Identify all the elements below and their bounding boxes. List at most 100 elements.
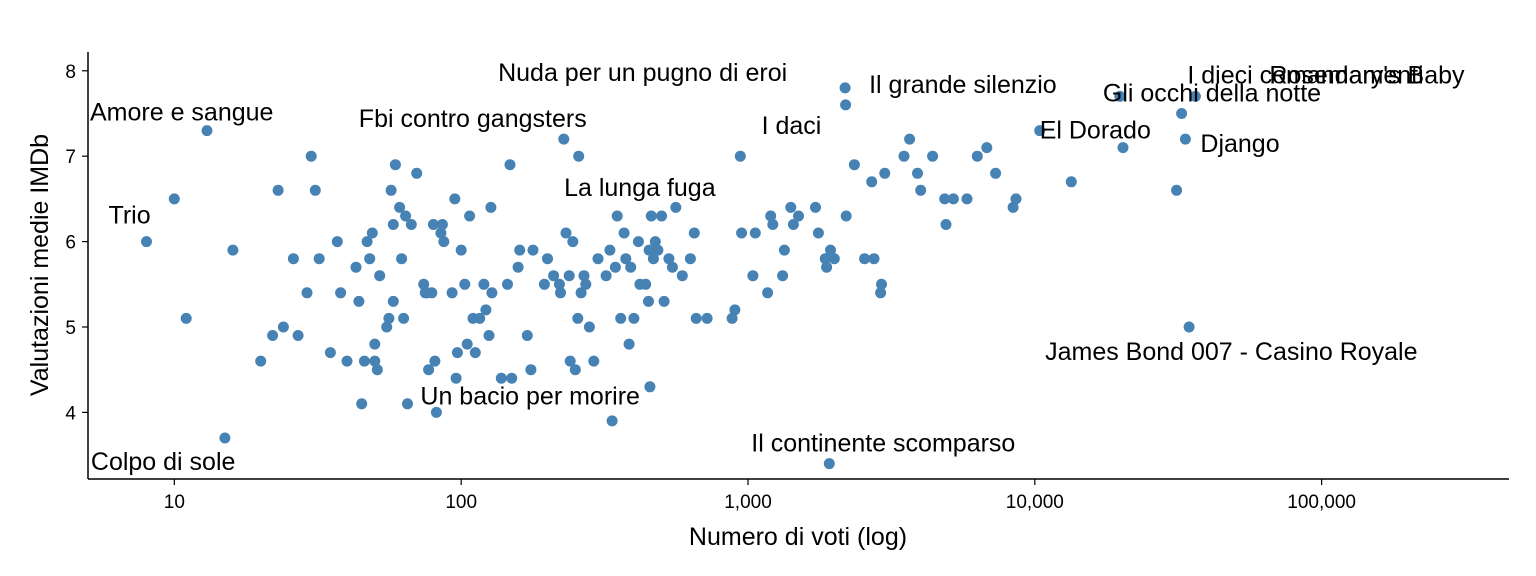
data-point: [436, 219, 448, 230]
point-label: Un bacio per morire: [420, 382, 640, 410]
data-point: [374, 270, 386, 282]
data-point: [592, 253, 604, 265]
data-point: [438, 236, 450, 248]
data-point: [521, 330, 533, 341]
data-point: [828, 253, 840, 265]
data-point: [504, 159, 516, 171]
data-point: [879, 167, 891, 179]
data-point: [1179, 133, 1191, 145]
data-point: [371, 364, 383, 376]
data-point: [538, 278, 550, 290]
data-point: [356, 398, 368, 410]
data-point: [435, 227, 447, 239]
data-point: [180, 312, 192, 324]
point-label: El Dorado: [1040, 117, 1151, 145]
data-point: [555, 287, 566, 299]
data-point: [647, 253, 659, 265]
data-point: [394, 201, 406, 213]
data-point: [663, 253, 675, 265]
data-point: [219, 432, 231, 444]
point-label: Django: [1200, 130, 1279, 158]
data-point: [267, 330, 279, 341]
data-point: [486, 287, 498, 299]
data-point: [927, 150, 939, 162]
data-point: [632, 236, 644, 248]
data-point: [402, 398, 413, 410]
data-point: [449, 193, 461, 205]
data-point: [255, 355, 267, 367]
data-point: [564, 355, 576, 367]
point-label: Colpo di sole: [91, 448, 236, 476]
data-point: [369, 338, 381, 350]
data-point: [666, 261, 678, 273]
point-label: Fbi contro gangsters: [359, 105, 587, 133]
data-point: [385, 184, 397, 196]
data-point: [615, 312, 627, 324]
data-point: [785, 201, 797, 213]
data-point: [405, 219, 417, 230]
data-point: [485, 201, 497, 213]
data-point: [676, 270, 688, 282]
data-point: [567, 236, 579, 248]
data-point: [398, 312, 410, 324]
data-point: [823, 458, 835, 470]
point-label: Nuda per un pugno di eroi: [498, 59, 787, 87]
data-point: [478, 278, 490, 290]
point-label: Rosemary's Baby: [1269, 61, 1465, 89]
data-point: [701, 312, 713, 324]
data-point: [389, 159, 401, 171]
x-tick-label: 1,000: [724, 492, 772, 513]
data-point: [898, 150, 910, 162]
data-point: [866, 176, 878, 188]
data-point: [527, 244, 539, 256]
data-point: [573, 150, 585, 162]
y-axis-title: Valutazioni medie IMDb: [26, 134, 54, 396]
data-point: [560, 227, 572, 239]
data-point: [767, 219, 779, 230]
data-point: [369, 355, 381, 367]
data-point: [623, 338, 635, 350]
data-point: [611, 210, 623, 222]
point-label: James Bond 007 - Casino Royale: [1045, 338, 1417, 366]
data-point: [459, 278, 471, 290]
data-point: [684, 253, 696, 265]
data-point: [400, 210, 412, 222]
data-point: [358, 355, 370, 367]
data-point: [429, 355, 441, 367]
data-point: [625, 261, 637, 273]
data-point: [168, 193, 180, 205]
data-point: [423, 364, 435, 376]
x-tick-label: 100: [445, 492, 477, 513]
data-point: [305, 150, 317, 162]
data-point: [939, 193, 951, 205]
data-point: [381, 321, 393, 333]
data-point: [583, 321, 595, 333]
data-point: [912, 167, 923, 179]
data-point: [542, 253, 553, 265]
point-label: I daci: [762, 112, 822, 140]
data-point: [227, 244, 239, 256]
data-point: [464, 210, 476, 222]
data-point: [383, 312, 395, 324]
data-point: [396, 253, 408, 265]
data-point: [418, 278, 430, 290]
data-point: [868, 253, 880, 265]
data-point: [749, 227, 761, 239]
data-point: [1010, 193, 1022, 205]
data-point: [450, 372, 462, 384]
y-tick-label: 7: [65, 147, 76, 168]
data-point: [793, 210, 804, 222]
point-label: La lunga fuga: [564, 174, 716, 202]
data-point: [606, 415, 618, 427]
data-point: [411, 167, 423, 179]
data-point: [506, 372, 518, 384]
data-point: [324, 347, 336, 359]
data-point: [765, 210, 777, 222]
data-point: [990, 167, 1002, 179]
data-point: [361, 236, 373, 248]
data-point: [426, 287, 438, 299]
data-point: [353, 295, 365, 307]
point-label: Gli occhi della notte: [1103, 79, 1321, 107]
data-point: [904, 133, 916, 145]
